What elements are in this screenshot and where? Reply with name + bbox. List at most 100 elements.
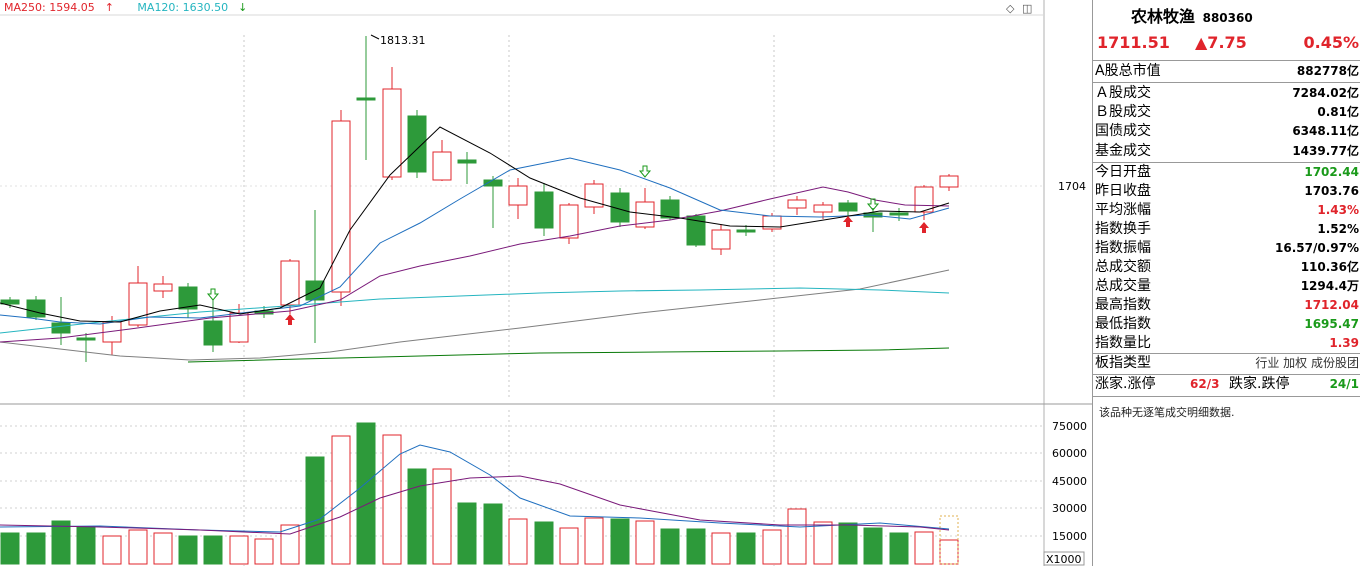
axis-labels: 1813.31 1704 75000 60000 45000 30000 15000 X100…: [380, 34, 1087, 566]
price-change-pct: 0.45%: [1303, 33, 1359, 52]
volume-bar: [26, 532, 46, 565]
stats-value: 1.39: [1329, 336, 1359, 350]
volume-bar: [483, 503, 503, 565]
candle-body: [686, 215, 706, 246]
stats-row: 最低指数 1695.47: [1095, 315, 1359, 334]
index-title: 农林牧渔 880360: [1131, 3, 1253, 27]
panel-toggle-icon[interactable]: ◫: [1021, 2, 1033, 15]
ma250-line: [187, 347, 950, 363]
ma250-value: MA250: 1594.05: [4, 1, 95, 14]
volume-bar: [407, 468, 427, 565]
ma120-line: [0, 269, 950, 361]
volume-axis-label: 75000: [1052, 420, 1087, 433]
stats-label: 总成交量: [1095, 278, 1151, 294]
kline-chart[interactable]: 1813.31 1704 75000 60000 45000 30000 15000 X100…: [0, 0, 1092, 566]
volume-bar: [610, 518, 630, 565]
ma250-arrow-icon: ↑: [104, 1, 114, 14]
stats-row: 最高指数 1712.04: [1095, 296, 1359, 315]
stats-value: 1695.47: [1304, 317, 1359, 331]
volume-bar: [280, 524, 300, 565]
buy-arrow-icon: [919, 222, 929, 233]
stats-row: 平均涨幅 1.43%: [1095, 201, 1359, 220]
moving-average-lines: [0, 126, 950, 363]
volume-axis-label: 30000: [1052, 502, 1087, 515]
sell-arrow-icon: [866, 198, 880, 211]
candle-body: [382, 88, 402, 178]
kline-chart-area[interactable]: 1813.31 1704 75000 60000 45000 30000 15000 X100…: [0, 0, 1092, 566]
volume-bar: [838, 522, 858, 565]
stats-value: 1.52%: [1317, 222, 1359, 236]
divider: [1093, 374, 1360, 375]
advancers-value: 62/3: [1190, 377, 1220, 391]
stats-row: 总成交额 110.36亿: [1095, 258, 1359, 277]
volume-axis-label: 15000: [1052, 530, 1087, 543]
board-type-options[interactable]: 行业 加权 成份股团: [1255, 356, 1359, 370]
volume-bar: [584, 517, 604, 565]
stats-row: 今日开盘 1702.44: [1095, 163, 1359, 182]
candle-body: [153, 283, 173, 292]
volume-axis-label: 45000: [1052, 475, 1087, 488]
candle-body: [229, 312, 249, 343]
volume-bar: [559, 527, 579, 565]
volume-bar: [863, 527, 883, 565]
index-name: 农林牧渔: [1131, 7, 1196, 26]
candle-body: [660, 199, 680, 219]
candle-body: [128, 282, 148, 326]
stats-label: 平均涨幅: [1095, 202, 1151, 218]
stats-row: 昨日收盘 1703.76: [1095, 182, 1359, 201]
candlesticks: [0, 36, 959, 362]
stats-value: 110.36亿: [1300, 260, 1359, 274]
stats-label: 指数量比: [1095, 335, 1151, 351]
ma60-line: [0, 287, 950, 334]
ma120-legend: MA120: 1630.50 ↓: [137, 1, 257, 14]
stats-row: 总成交量 1294.4万: [1095, 277, 1359, 296]
candle-body: [178, 286, 198, 310]
volume-bar: [178, 535, 198, 565]
volume-bar: [102, 535, 122, 565]
divider: [1093, 162, 1360, 163]
unit-box: [1043, 551, 1085, 566]
candle-body: [584, 183, 604, 208]
divider: [1093, 353, 1360, 354]
diamond-icon[interactable]: ◇: [1006, 2, 1015, 15]
candle-body: [432, 151, 452, 181]
volume-bar: [153, 532, 173, 565]
volume-bar: [229, 535, 249, 565]
candle-body: [838, 202, 858, 212]
sell-arrow-icon: [206, 288, 220, 301]
trade-detail-note: 该品种无逐笔成交明细数据.: [1099, 406, 1235, 419]
volume-bar-highlight: [939, 515, 959, 565]
volume-bar: [914, 531, 934, 565]
candle-body: [813, 204, 833, 213]
candle-body: [76, 337, 96, 341]
candle-body: [787, 199, 807, 209]
candle-body: [610, 192, 630, 223]
signal-markers: [206, 34, 929, 325]
volume-ma20-line: [0, 475, 950, 535]
stats-label: 国债成交: [1095, 123, 1151, 139]
stats-value: 1439.77亿: [1292, 144, 1359, 158]
volume-bar: [711, 532, 731, 565]
candle-body: [26, 299, 46, 318]
candle-body: [508, 185, 528, 206]
high-pointer: [370, 34, 380, 40]
ma120-value: MA120: 1630.50: [137, 1, 229, 14]
stats-row: A股总市值 882778亿: [1095, 62, 1359, 81]
volume-axis-label: 60000: [1052, 447, 1087, 460]
volume-bar: [787, 508, 807, 565]
ma120-arrow-icon: ↓: [238, 1, 248, 14]
board-type-row: 板指类型 行业 加权 成份股团: [1095, 354, 1359, 373]
volume-bar: [813, 521, 833, 565]
decliners-value: 24/1: [1329, 377, 1359, 391]
stats-value: 7284.02亿: [1292, 86, 1359, 100]
volume-bar: [432, 468, 452, 565]
ma-legend: MA250: 1594.05 ↑ MA120: 1630.50 ↓: [4, 1, 267, 14]
volume-unit-label: X1000: [1046, 553, 1082, 566]
volume-bar: [457, 502, 477, 565]
candle-body: [331, 120, 351, 293]
candle-body: [939, 175, 959, 188]
quote-panel: 农林牧渔 880360 1711.51 ▲7.75 0.45% A股总市值 882…: [1092, 0, 1360, 566]
divider: [1093, 396, 1360, 397]
ma5-line: [0, 126, 950, 323]
chart-toolbar: ◇ ◫: [1006, 2, 1036, 15]
